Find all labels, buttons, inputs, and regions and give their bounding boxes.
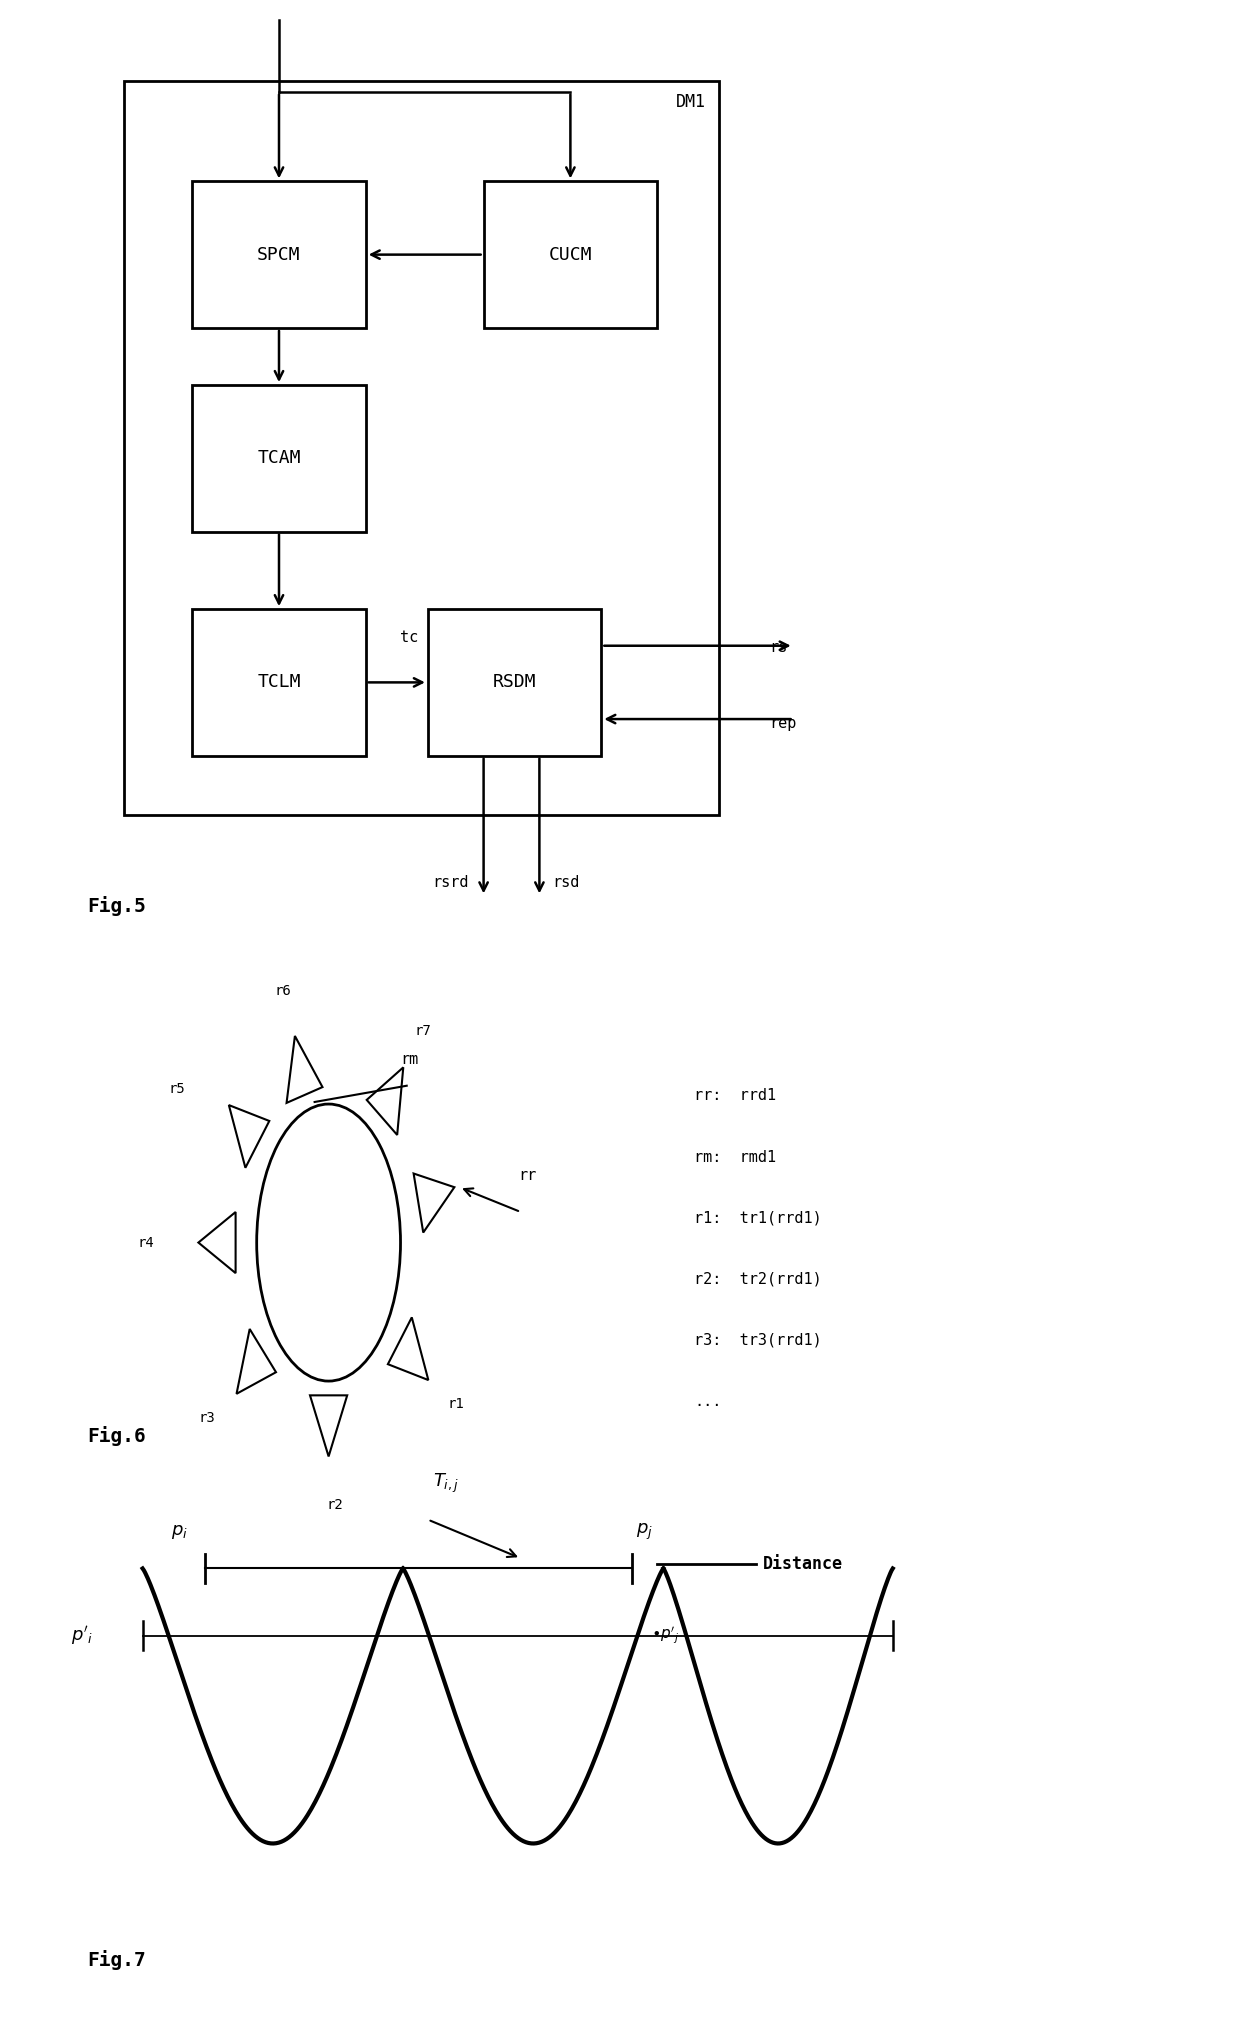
Polygon shape [229,1106,269,1167]
Text: $p_i$: $p_i$ [171,1524,188,1540]
Text: Fig.6: Fig.6 [87,1426,145,1446]
Text: r3:  tr3(rrd1): r3: tr3(rrd1) [694,1332,822,1348]
Text: rm: rm [401,1051,418,1067]
Polygon shape [198,1212,236,1273]
Bar [124,81,719,815]
Bar [484,181,657,328]
Text: Distance: Distance [763,1556,843,1573]
Text: rep: rep [769,715,796,731]
Bar [192,181,366,328]
Text: $\bullet p'_j$: $\bullet p'_j$ [651,1626,680,1646]
Text: TCLM: TCLM [257,674,301,691]
Text: SPCM: SPCM [257,246,301,263]
Text: r2: r2 [326,1499,343,1511]
Text: tc: tc [401,629,418,646]
Text: r1: r1 [448,1397,464,1412]
Polygon shape [367,1067,403,1135]
Text: r5: r5 [169,1082,185,1096]
Text: rr:  rrd1: rr: rrd1 [694,1088,776,1104]
Polygon shape [414,1173,454,1232]
Bar [428,609,601,756]
Bar [192,385,366,532]
Text: rsd: rsd [552,874,579,890]
Text: r6: r6 [274,984,291,998]
Text: r1:  tr1(rrd1): r1: tr1(rrd1) [694,1210,822,1226]
Text: ...: ... [694,1393,722,1410]
Text: rm:  rmd1: rm: rmd1 [694,1149,776,1165]
Text: RSDM: RSDM [492,674,537,691]
Text: $p_j$: $p_j$ [636,1522,653,1542]
Text: rs: rs [769,640,787,656]
Text: TCAM: TCAM [257,450,301,466]
Text: Fig.7: Fig.7 [87,1949,145,1970]
Polygon shape [388,1318,428,1379]
Text: $p'_i$: $p'_i$ [71,1623,93,1648]
Text: $T_{i,j}$: $T_{i,j}$ [433,1471,460,1495]
Polygon shape [310,1395,347,1456]
Polygon shape [286,1037,322,1102]
Text: rr: rr [518,1167,536,1183]
Text: DM1: DM1 [676,94,706,110]
Text: r3: r3 [198,1412,216,1426]
Text: r7: r7 [414,1025,432,1037]
Bar [192,609,366,756]
Text: CUCM: CUCM [548,246,593,263]
Polygon shape [237,1328,277,1393]
Text: r2:  tr2(rrd1): r2: tr2(rrd1) [694,1271,822,1287]
Text: r4: r4 [138,1236,155,1249]
Text: Fig.5: Fig.5 [87,896,145,917]
Text: rsrd: rsrd [433,874,469,890]
